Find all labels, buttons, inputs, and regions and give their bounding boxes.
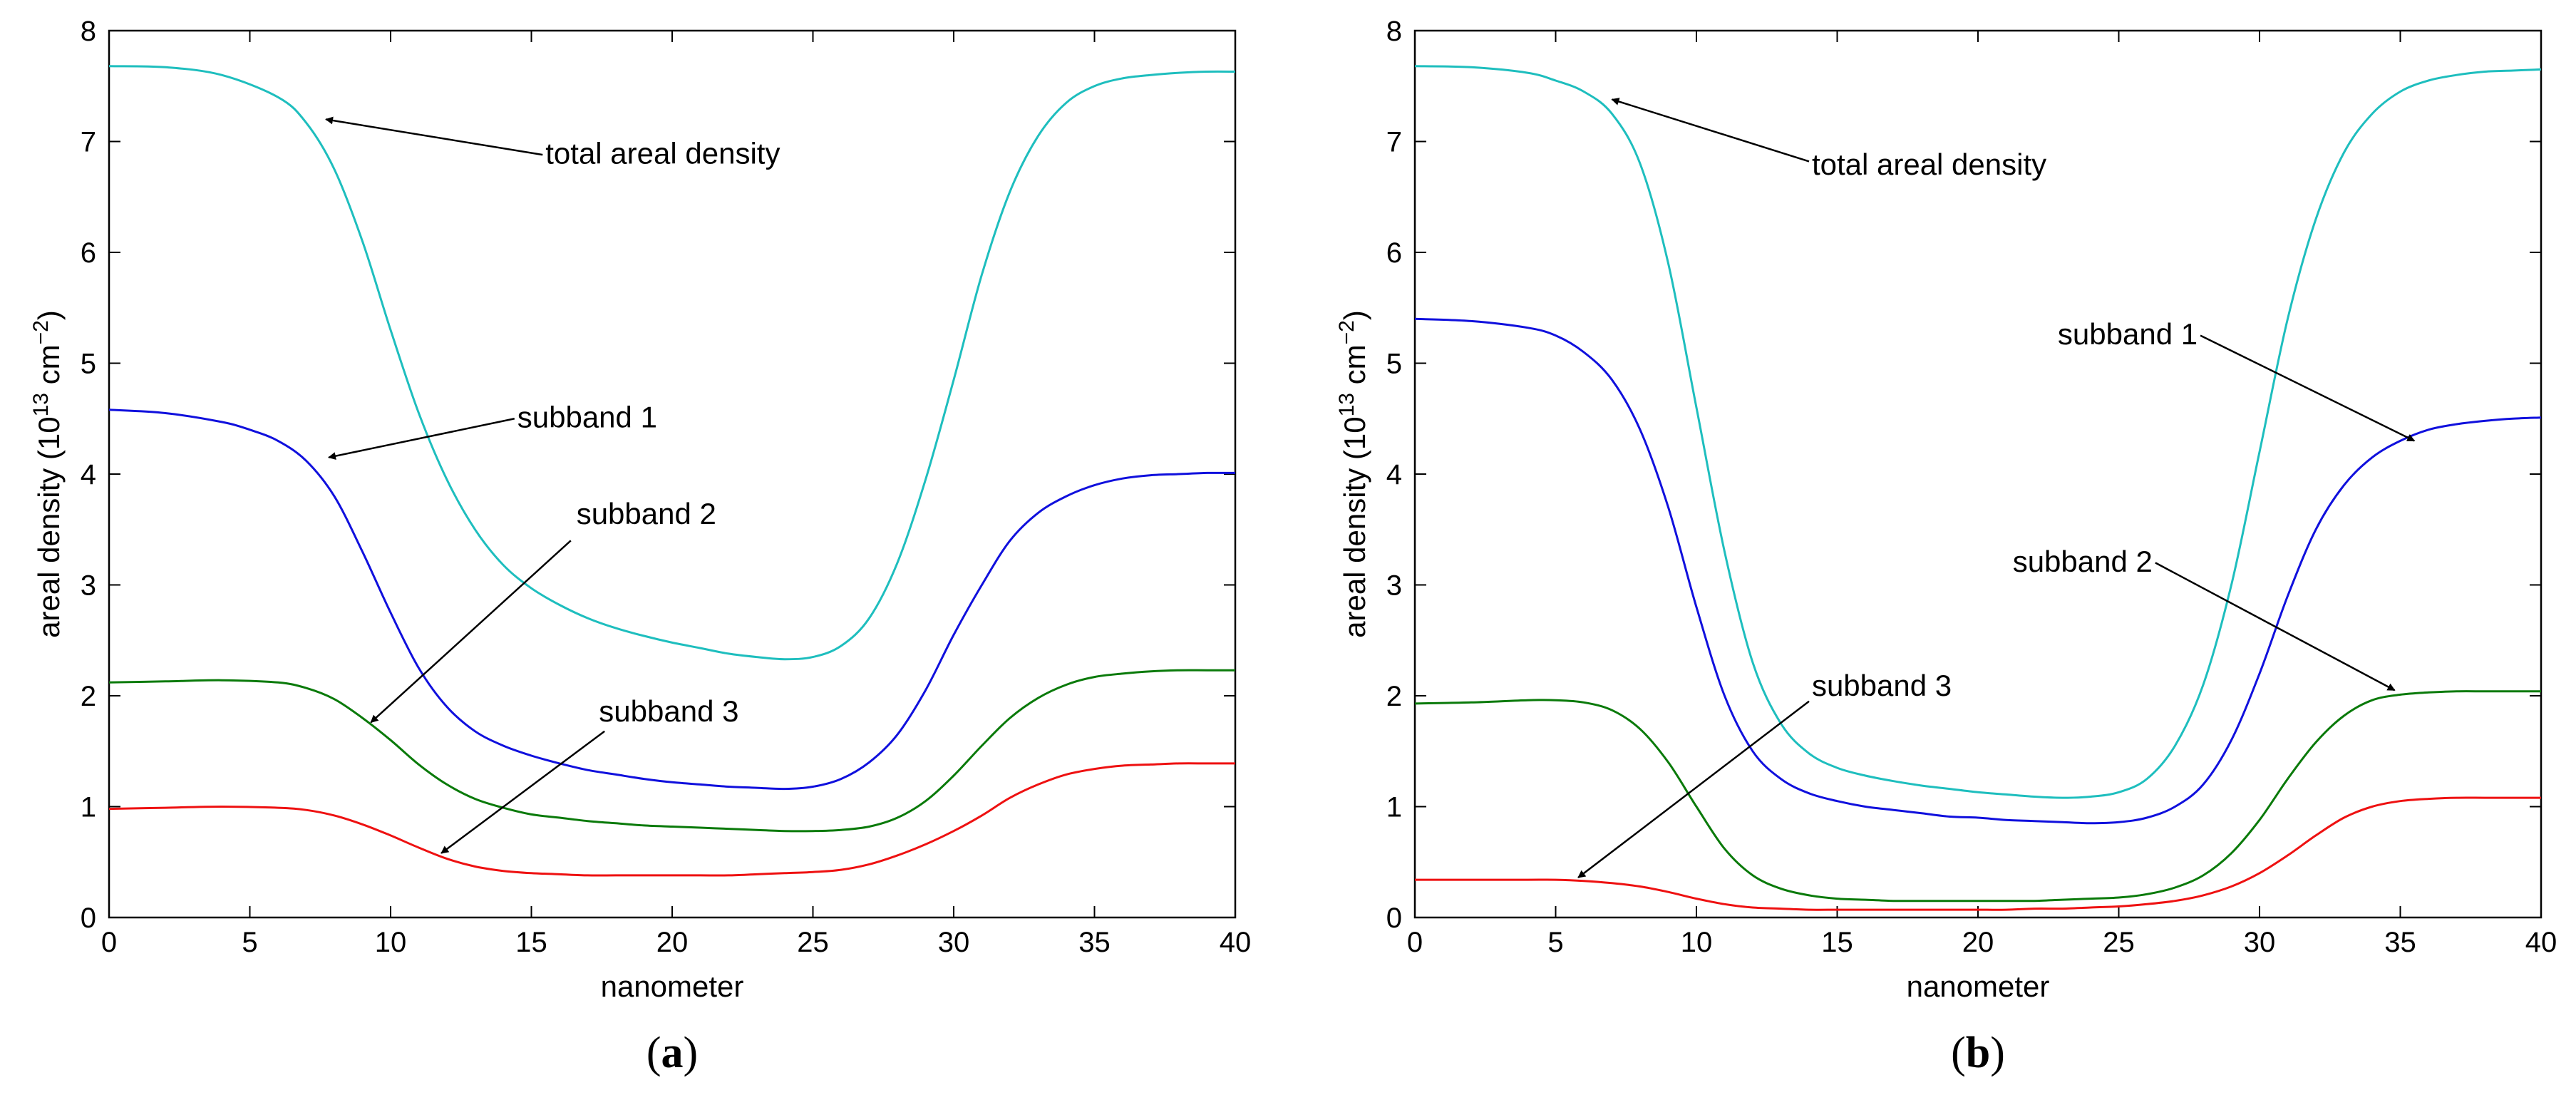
annotations: total areal density subband 1 subband 2 sub… [325,116,780,854]
y-tick-label: 0 [1386,903,1402,934]
annotation-label: subband 3 [599,694,738,728]
series-lines [108,65,1236,877]
series-line-subband-1 [108,408,1236,791]
y-tick-label: 2 [1386,681,1402,712]
annotation-label: total areal density [1812,148,2046,181]
x-tick-label: 15 [1821,927,1853,958]
series-line-total-areal-density [108,65,1236,661]
annotation-arrow [1577,700,1810,879]
y-tick-label: 5 [81,349,96,380]
x-tick-label: 10 [375,927,407,958]
y-axis-label: areal density (1013 cm−2) [29,310,66,638]
x-tick-label: 30 [2244,927,2276,958]
series-lines [1414,65,2542,911]
x-tick-label: 5 [1547,927,1563,958]
x-tick-label: 40 [2525,927,2557,958]
annotation-arrow [325,116,543,156]
series-line-subband-2 [1414,690,2541,903]
y-tick-label: 4 [81,459,96,490]
y-tick-label: 7 [1386,127,1402,158]
y-tick-label: 0 [81,903,96,934]
y-tick-label: 2 [81,681,96,712]
panel-b: 0 5 10 15 20 25 30 35 40 0 1 2 3 4 5 6 7 8 total areal de… [1335,16,2557,1077]
x-tick-label: 0 [101,927,117,958]
x-tick-label: 30 [938,927,970,958]
x-tick-label: 20 [1962,927,1994,958]
annotation-arrow [1611,98,1810,163]
y-tick-label: 1 [1386,792,1402,823]
annotation-label: subband 1 [517,401,657,434]
annotation-label: subband 1 [2058,317,2198,351]
axis-ticks: 0 5 10 15 20 25 30 35 40 0 1 2 3 4 5 6 7 8 [81,16,1252,958]
annotation-arrow [2200,334,2416,442]
annotation-label: subband 2 [577,497,716,530]
annotation-label: subband 3 [1812,669,1952,702]
series-line-total-areal-density [1414,65,2542,799]
panel-caption: (b) [1951,1029,2005,1077]
x-axis-label: nanometer [601,970,744,1003]
x-tick-label: 5 [242,927,257,958]
y-tick-label: 8 [1386,16,1402,47]
x-tick-label: 35 [1078,927,1111,958]
x-tick-label: 35 [2384,927,2416,958]
annotation-arrow [370,540,572,724]
x-tick-label: 40 [1220,927,1252,958]
y-tick-label: 3 [81,570,96,602]
y-axis-label: areal density (1013 cm−2) [1335,310,1371,638]
series-line-subband-2 [108,669,1235,833]
annotations: total areal density subband 1 subband 2 sub… [1577,98,2416,879]
series-line-subband-1 [1414,317,2542,825]
x-tick-label: 15 [515,927,547,958]
annotation-label: subband 2 [2013,545,2153,578]
y-tick-label: 5 [1386,349,1402,380]
panel-a: 0 5 10 15 20 25 30 35 40 0 1 2 3 4 5 6 7 8 total areal de… [29,16,1251,1077]
x-tick-label: 0 [1407,927,1423,958]
axis-ticks: 0 5 10 15 20 25 30 35 40 0 1 2 3 4 5 6 7 8 [1386,16,2557,958]
y-tick-label: 6 [1386,237,1402,269]
annotation-arrow [328,418,515,461]
x-tick-label: 25 [2103,927,2135,958]
series-line-subband-3 [108,762,1235,877]
series-line-subband-3 [1415,796,2541,911]
x-tick-label: 10 [1681,927,1713,958]
y-tick-label: 6 [81,237,96,269]
y-tick-label: 7 [81,127,96,158]
y-tick-label: 1 [81,792,96,823]
x-tick-label: 20 [656,927,689,958]
x-axis-label: nanometer [1907,970,2050,1003]
annotation-arrow [441,730,605,854]
panel-caption: (a) [646,1029,698,1077]
y-tick-label: 3 [1386,570,1402,602]
y-tick-label: 8 [81,16,96,47]
y-tick-label: 4 [1386,459,1402,490]
x-tick-label: 25 [797,927,829,958]
annotation-label: total areal density [545,137,780,170]
annotation-arrow [2155,562,2396,692]
